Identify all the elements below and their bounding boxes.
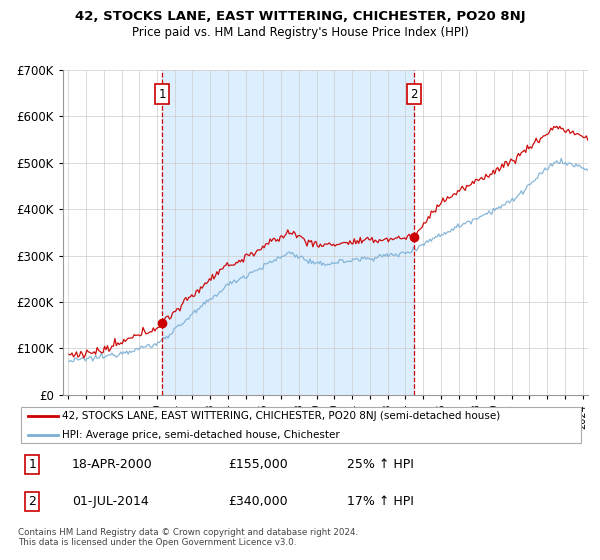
Text: 1: 1 [28,458,36,472]
Text: £340,000: £340,000 [228,494,287,508]
Text: 2: 2 [410,87,418,101]
Text: 2: 2 [28,494,36,508]
Text: 17% ↑ HPI: 17% ↑ HPI [347,494,414,508]
Text: Price paid vs. HM Land Registry's House Price Index (HPI): Price paid vs. HM Land Registry's House … [131,26,469,39]
Bar [162,70,414,395]
Text: 42, STOCKS LANE, EAST WITTERING, CHICHESTER, PO20 8NJ: 42, STOCKS LANE, EAST WITTERING, CHICHES… [74,10,526,23]
FancyBboxPatch shape [21,407,581,443]
Text: £155,000: £155,000 [228,458,287,472]
Text: HPI: Average price, semi-detached house, Chichester: HPI: Average price, semi-detached house,… [62,430,340,440]
Text: 1: 1 [158,87,166,101]
Text: 01-JUL-2014: 01-JUL-2014 [72,494,149,508]
Text: Contains HM Land Registry data © Crown copyright and database right 2024.
This d: Contains HM Land Registry data © Crown c… [18,528,358,547]
Text: 25% ↑ HPI: 25% ↑ HPI [347,458,414,472]
Text: 42, STOCKS LANE, EAST WITTERING, CHICHESTER, PO20 8NJ (semi-detached house): 42, STOCKS LANE, EAST WITTERING, CHICHES… [62,411,500,421]
Text: 18-APR-2000: 18-APR-2000 [72,458,152,472]
